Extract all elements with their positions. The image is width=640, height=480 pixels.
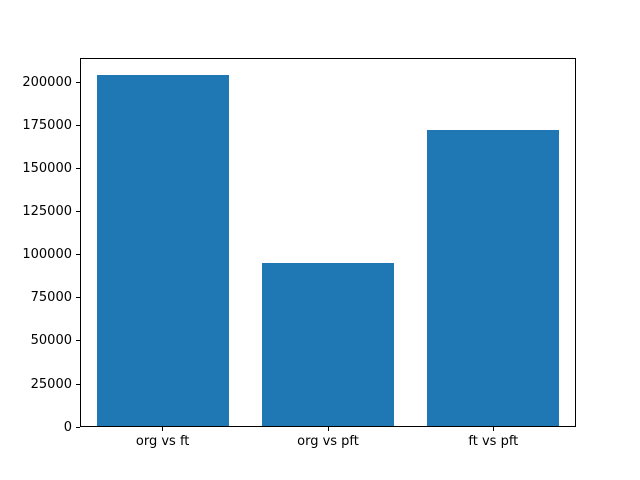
x-tick-label: org vs pft (297, 434, 359, 450)
y-tick-label: 125000 (22, 204, 72, 219)
y-tick-label: 75000 (30, 290, 72, 306)
y-tick-mark (76, 167, 80, 169)
y-tick-label: 25000 (30, 376, 72, 392)
y-tick-mark (76, 340, 80, 342)
bar (261, 263, 395, 427)
bar (96, 75, 229, 427)
y-tick-mark (76, 81, 80, 83)
y-tick-label: 50000 (30, 333, 72, 349)
y-tick-mark (76, 124, 80, 126)
x-tick-mark (162, 427, 164, 432)
x-tick-mark (327, 427, 329, 432)
y-tick-label: 0 (63, 419, 72, 435)
bar (427, 129, 560, 427)
y-tick-mark (76, 426, 80, 428)
x-tick-label: ft vs pft (468, 434, 519, 450)
x-tick-label: org vs ft (135, 434, 190, 450)
y-tick-mark (76, 254, 80, 256)
x-tick-mark (492, 427, 494, 432)
y-tick-label: 150000 (22, 160, 72, 176)
y-tick-label: 200000 (22, 74, 72, 90)
y-tick-mark (76, 297, 80, 299)
y-tick-mark (76, 383, 80, 385)
y-tick-label: 100000 (22, 247, 72, 263)
y-tick-mark (76, 211, 80, 212)
y-tick-label: 175000 (22, 117, 72, 133)
